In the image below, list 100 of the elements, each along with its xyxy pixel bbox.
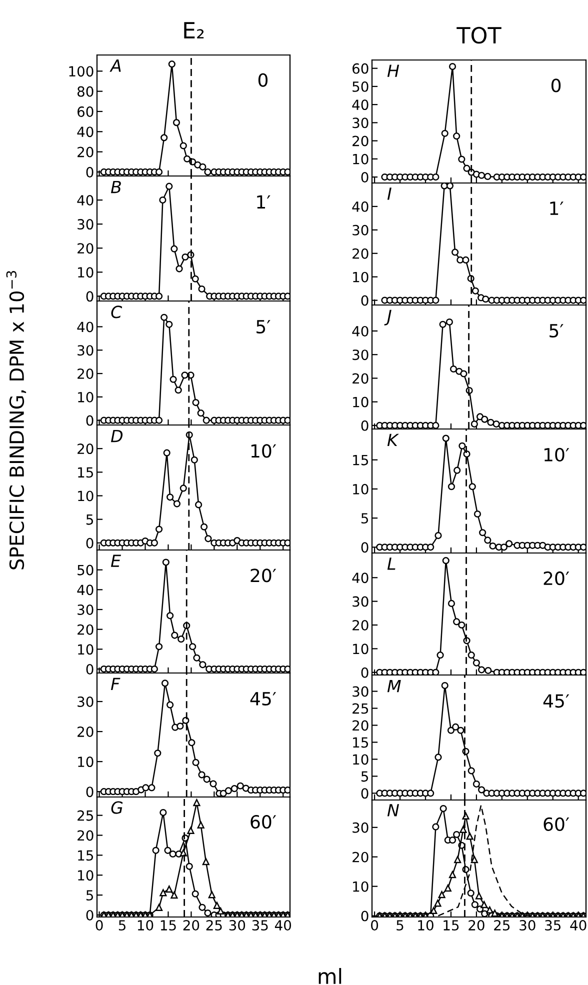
y-tick-label: 30 [352,596,368,607]
x-tick-label: 35 [545,920,561,931]
y-tick-label: 15 [353,455,368,466]
y-axis-title: SPECIFIC BINDING, DPM x 10$^{−3}$ [6,271,26,570]
x-tick-label: 40 [274,920,292,931]
y-tick-label: 0 [361,542,368,553]
y-tick-label: 80 [77,86,94,97]
y-tick-label: 50 [78,564,94,576]
y-tick-label: 10 [353,154,368,164]
y-tick-label: 40 [77,584,94,596]
x-tick-label: 35 [252,920,268,931]
y-tick-label: 30 [78,604,94,615]
y-tick-label: 10 [353,396,368,408]
y-tick-label: 0 [361,910,368,922]
y-tick-label: 20 [352,620,368,630]
y-tick-label: 20 [78,624,94,635]
y-tick-label: 40 [352,572,368,584]
annotation: 10′ [251,444,276,458]
y-tick-label: 50 [352,81,368,92]
y-tick-label: 5 [361,771,368,782]
y-tick-label: 60 [352,63,368,74]
y-tick-label: 15 [78,850,94,861]
y-tick-label: 20 [352,720,368,731]
y-tick-label: 0 [86,786,94,798]
annotation: 1′ [257,195,270,208]
annotation: 20′ [250,568,276,582]
y-tick-label: 10 [353,272,368,282]
x-tick-label: 15 [160,920,176,931]
y-tick-label: 30 [78,696,94,707]
y-tick-label: 15 [78,467,94,478]
annotation: I [387,188,392,200]
y-tick-label: 30 [78,219,94,230]
y-tick-label: 40 [352,100,368,110]
y-tick-label: 20 [78,368,94,379]
x-tick-label: 30 [520,920,536,931]
x-tick-label: 10 [138,920,154,931]
y-tick-label: 10 [353,881,368,892]
x-tick-label: 0 [96,920,103,931]
annotation: 60′ [544,817,570,831]
y-tick-label: 10 [78,870,94,881]
annotation: G [111,801,123,814]
y-tick-label: 20 [78,830,94,841]
y-tick-label: 40 [77,322,94,332]
y-tick-label: 0 [361,172,368,182]
y-tick-label: 10 [78,267,94,278]
y-tick-label: 20 [352,852,368,862]
y-tick-label: 15 [353,737,368,748]
y-tick-label: 0 [86,291,94,302]
annotation: 0 [258,73,268,87]
y-tick-label: 10 [78,756,94,768]
y-tick-label: 0 [86,664,94,675]
y-tick-label: 0 [361,788,368,799]
annotation: K [387,434,400,446]
annotation: 1′ [550,202,564,215]
annotation: C [111,306,122,318]
y-tick-label: 20 [78,146,94,158]
y-tick-label: 10 [78,644,94,655]
y-tick-label: 30 [352,686,368,697]
x-tick-label: 25 [206,920,222,931]
y-tick-label: 10 [353,644,368,654]
annotation: M [387,680,401,692]
y-tick-label: 0 [361,295,368,306]
annotation: 45′ [543,694,570,708]
chart-title: E₂ [184,22,204,38]
annotation: 0 [551,78,561,92]
y-tick-label: 5 [86,890,94,901]
y-tick-label: 20 [352,248,368,259]
y-tick-label: 0 [86,415,94,426]
y-tick-label: 10 [353,484,368,494]
x-tick-label: 20 [183,920,200,931]
y-tick-label: 0 [86,166,94,178]
x-tick-label: 40 [570,920,586,931]
annotation: D [110,430,123,442]
annotation: A [110,60,121,72]
y-tick-label: 100 [69,66,94,77]
annotation: F [110,678,120,690]
y-tick-label: 20 [352,373,368,384]
y-tick-label: 5 [86,514,94,525]
y-tick-label: 0 [361,667,368,678]
y-tick-label: 40 [77,126,94,138]
annotation: 60′ [250,814,276,829]
y-tick-label: 40 [352,201,368,212]
chart-title: TOT [456,26,502,44]
x-tick-label: 15 [444,920,459,931]
annotation: L [387,558,396,570]
annotation: 20′ [544,571,570,586]
x-tick-label: 25 [494,920,510,931]
x-tick-label: 5 [396,920,404,931]
y-tick-label: 20 [78,243,94,254]
x-tick-label: 10 [418,920,434,931]
y-tick-label: 10 [78,490,94,502]
y-tick-label: 20 [352,136,368,146]
annotation: 5′ [256,320,270,334]
y-tick-label: 10 [78,392,94,402]
y-tick-label: 0 [86,538,94,548]
annotation: 45′ [250,692,276,706]
y-tick-label: 5 [361,513,368,524]
x-tick-label: 20 [468,920,484,931]
y-tick-label: 25 [78,810,94,821]
x-axis-title: ml [318,968,342,984]
